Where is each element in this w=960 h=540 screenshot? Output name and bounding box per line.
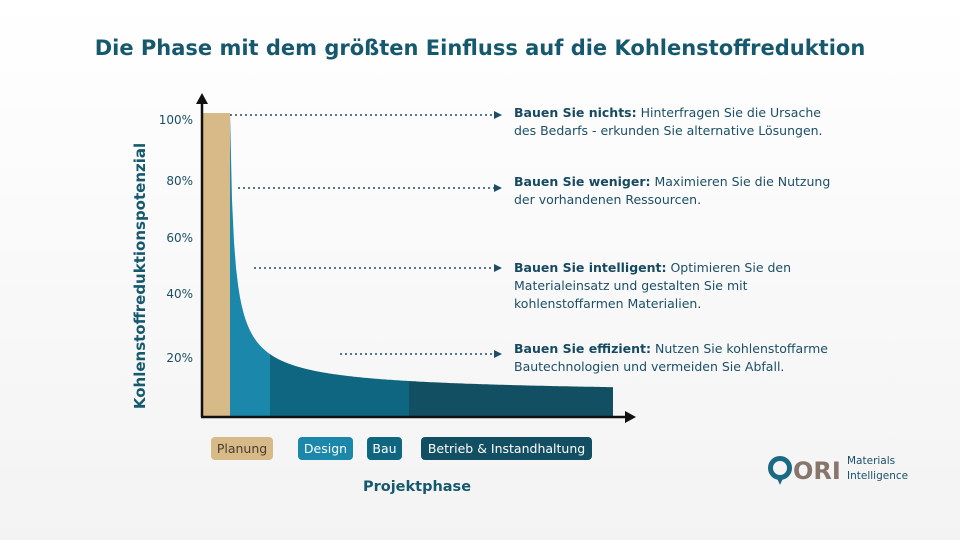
annotation-leader-arrow [494,350,502,358]
y-tick-label: 20% [166,351,193,365]
annotation-text: Hinterfragen Sie die Ursache des Bedarfs… [514,105,823,138]
annotation-item: Bauen Sie effizient: Nutzen Sie kohlenst… [514,340,834,376]
annotation-item: Bauen Sie weniger: Maximieren Sie die Nu… [514,173,834,209]
annotation-text: Optimieren Sie den Materialeinsatz und g… [514,260,792,311]
phase-area [409,381,613,417]
logo-text: Materials Intelligence [847,454,947,484]
phase-tag: Planung [211,437,273,460]
oris-logo-mark: ORIS [768,456,858,485]
annotation-leaders [230,111,502,358]
chart-title: Die Phase mit dem größten Einfluss auf d… [94,36,866,60]
annotation-leader-arrow [494,184,502,192]
annotation-leader-arrow [494,264,502,272]
y-axis-label: Kohlenstoffreduktionspotenzial [131,142,149,410]
logo-line1: Materials [847,455,896,467]
annotation-heading: Bauen Sie weniger: [514,174,651,189]
x-axis-arrow [625,411,636,423]
annotation-item: Bauen Sie nichts: Hinterfragen Sie die U… [514,104,834,140]
y-tick-label: 80% [166,174,193,188]
annotation-text: Nutzen Sie kohlenstoffarme Bautechnologi… [514,341,828,374]
phase-area [203,113,230,417]
y-tick-label: 100% [159,113,193,127]
x-axis-label: Projektphase [362,479,472,495]
annotation-text: Maximieren Sie die Nutzung der vorhanden… [514,174,831,207]
phase-areas [203,113,613,417]
chart-axes [196,93,636,423]
logo-brand: ORIS [793,457,842,485]
annotation-leader-arrow [494,111,502,119]
phase-area [230,113,270,417]
phase-tag: Design [298,437,353,460]
phase-area [270,354,409,417]
phase-tag: Betrieb & Instandhaltung [421,437,592,460]
y-tick-labels: 100% 80% 60% 40% 20% [159,113,193,365]
y-tick-label: 40% [166,287,193,301]
logo-line2: Intelligence [847,470,909,482]
annotation-item: Bauen Sie intelligent: Optimieren Sie de… [514,259,834,313]
annotation-heading: Bauen Sie effizient: [514,341,652,356]
oris-logo: ORIS Materials Intelligence [768,453,908,489]
y-tick-label: 60% [166,231,193,245]
annotation-heading: Bauen Sie nichts: [514,105,637,120]
annotation-heading: Bauen Sie intelligent: [514,260,667,275]
phase-tag: Bau [367,437,402,460]
y-axis-arrow [196,93,208,104]
